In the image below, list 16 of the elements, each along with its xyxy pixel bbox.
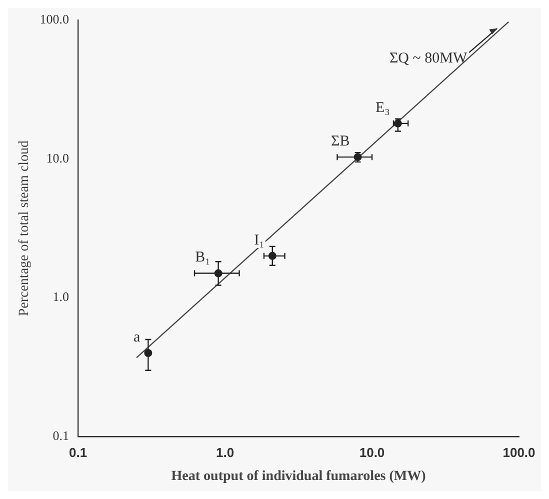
y-tick-label: 100.0 bbox=[40, 11, 70, 26]
annotation: I₁ bbox=[254, 232, 264, 248]
annotation: ΣQ ~ 80MW bbox=[389, 50, 468, 66]
y-tick-label: 10.0 bbox=[46, 150, 70, 166]
annotation: B₁ bbox=[195, 250, 210, 266]
x-tick-label: 1.0 bbox=[216, 444, 234, 460]
y-axis-title: Percentage of total steam cloud bbox=[17, 140, 32, 316]
y-tick-label: 1.0 bbox=[52, 289, 70, 304]
x-tick-label: 0.1 bbox=[69, 444, 88, 460]
x-tick-label: 10.0 bbox=[359, 444, 385, 460]
x-tick-label: 100.0 bbox=[502, 444, 536, 460]
annotation: a bbox=[134, 329, 141, 346]
y-tick-label: 0.1 bbox=[52, 428, 70, 444]
x-axis-title: Heat output of individual fumaroles (MW) bbox=[171, 469, 426, 484]
annotation: ΣB bbox=[331, 134, 350, 150]
annotation: E₃ bbox=[375, 100, 390, 116]
